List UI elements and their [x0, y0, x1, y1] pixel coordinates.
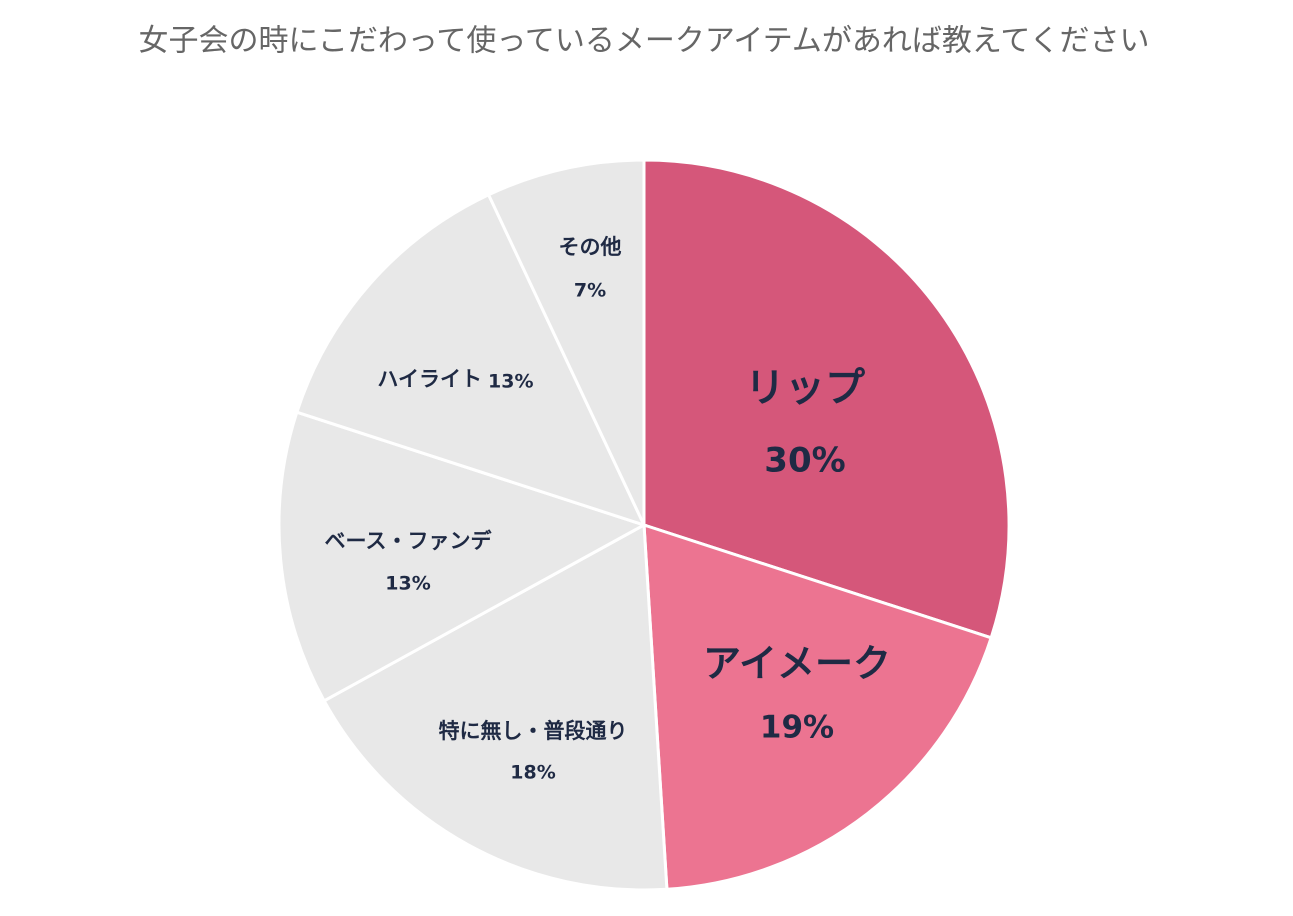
slice-label: リップ [745, 365, 865, 411]
slice-label: その他 [559, 235, 622, 259]
slice-label: アイメーク [703, 642, 891, 686]
pie-slice [294, 192, 647, 528]
slice-label: ハイライト [377, 367, 482, 391]
slice-label: ベース・ファンデ [325, 529, 493, 553]
slice-value-label: 18% [510, 762, 555, 784]
pie-slice [486, 158, 646, 526]
pie-slice [277, 410, 648, 703]
slice-value-label: 19% [760, 710, 834, 746]
slice-value-label: 13% [488, 371, 533, 393]
chart-title: 女子会の時にこだわって使っているメークアイテムがあれば教えてください [139, 24, 1150, 59]
slice-value-label: 30% [764, 441, 845, 481]
slice-value-label: 13% [385, 573, 430, 595]
pie-slice [642, 158, 1011, 640]
slice-value-label: 7% [574, 280, 606, 302]
pie-slice [642, 522, 994, 891]
slice-label: 特に無し・普段通り [439, 719, 628, 743]
pie-slice [322, 522, 669, 892]
